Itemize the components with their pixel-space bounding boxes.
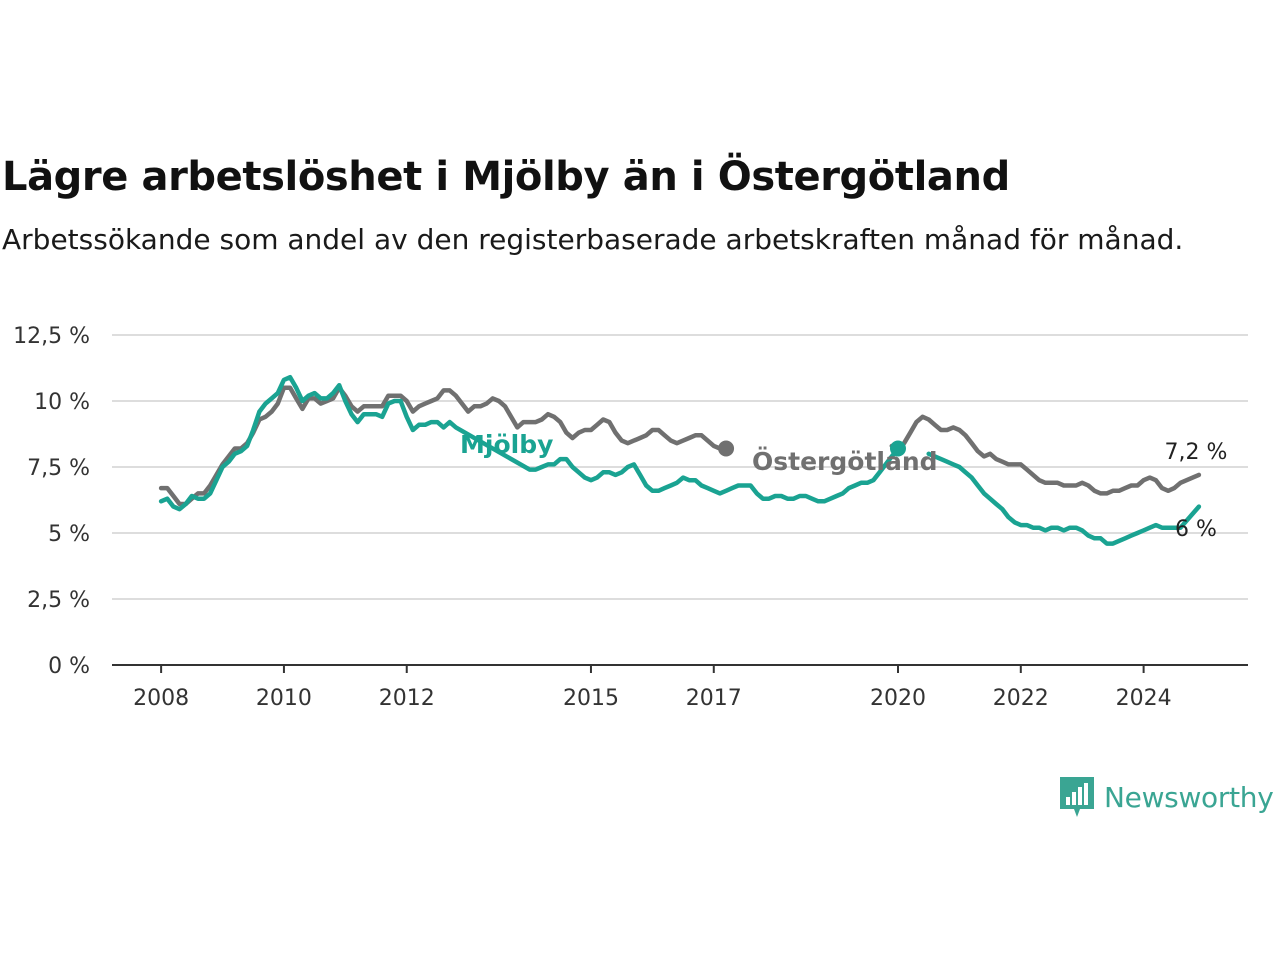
chart-subtitle: Arbetssökande som andel av den registerb… bbox=[2, 223, 1184, 256]
series-line-mjolby bbox=[158, 374, 901, 512]
series-label-mjolby: Mjölby bbox=[460, 430, 553, 459]
x-tick-label: 2008 bbox=[133, 686, 189, 711]
series-lines bbox=[158, 374, 1202, 546]
x-tick-label: 2012 bbox=[379, 686, 435, 711]
x-tick-label: 2015 bbox=[563, 686, 619, 711]
chart-title: Lägre arbetslöshet i Mjölby än i Östergö… bbox=[2, 154, 1010, 200]
y-tick-label: 2,5 % bbox=[27, 588, 90, 613]
x-tick-label: 2020 bbox=[870, 686, 926, 711]
x-axis-ticks: 2008 2010 2012 2015 2017 2020 2022 2024 bbox=[133, 665, 1172, 711]
series-labels: Mjölby Östergötland 7,2 % 6 % bbox=[460, 430, 1227, 542]
x-tick-label: 2022 bbox=[993, 686, 1049, 711]
y-tick-label: 12,5 % bbox=[13, 324, 90, 349]
newsworthy-logo: Newsworthy bbox=[1058, 773, 1274, 821]
y-tick-label: 0 % bbox=[48, 654, 90, 679]
y-axis-ticks: 0 % 2,5 % 5 % 7,5 % 10 % 12,5 % bbox=[13, 324, 90, 679]
series-line-mjolby bbox=[926, 451, 1202, 546]
y-tick-label: 7,5 % bbox=[27, 456, 90, 481]
end-label-mjolby: 6 % bbox=[1175, 517, 1217, 542]
y-tick-label: 10 % bbox=[34, 390, 90, 415]
x-tick-label: 2010 bbox=[256, 686, 312, 711]
x-tick-label: 2024 bbox=[1116, 686, 1172, 711]
brand-name: Newsworthy bbox=[1104, 780, 1274, 814]
series-line-ostergotland bbox=[889, 414, 1202, 496]
end-point-mjolby bbox=[889, 440, 906, 457]
end-label-ostergotland: 7,2 % bbox=[1165, 440, 1228, 465]
bar-chart-icon bbox=[1058, 775, 1096, 819]
series-label-ostergotland: Östergötland bbox=[752, 446, 938, 476]
y-tick-label: 5 % bbox=[48, 522, 90, 547]
end-point-ostergotland bbox=[718, 440, 735, 457]
x-tick-label: 2017 bbox=[686, 686, 742, 711]
